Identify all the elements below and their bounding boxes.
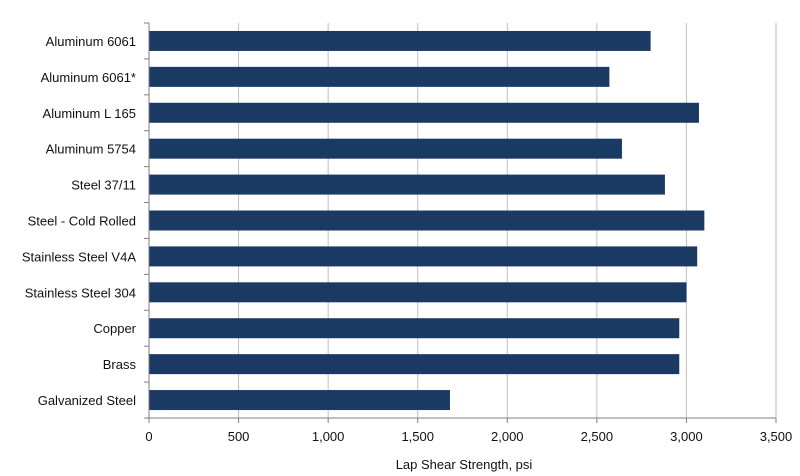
category-label: Stainless Steel 304: [25, 285, 136, 300]
category-label: Aluminum 6061*: [41, 70, 136, 85]
category-label: Aluminum 6061: [46, 34, 136, 49]
x-tick-label: 1,000: [312, 429, 345, 444]
axis-layer: [144, 22, 777, 423]
category-label: Steel 37/11: [71, 178, 136, 193]
bar-steel-37-11: [149, 174, 665, 195]
x-tick-label: 2,500: [581, 429, 614, 444]
x-tick-label: 3,000: [670, 429, 703, 444]
bar-steel-cold-rolled: [149, 210, 705, 231]
bar-stainless-steel-304: [149, 282, 687, 303]
bar-layer: [149, 30, 705, 411]
x-axis-title: Lap Shear Strength, psi: [396, 457, 533, 472]
x-tick-label: 2,000: [491, 429, 524, 444]
bar-galvanized-steel: [149, 390, 450, 411]
x-tick-label: 3,500: [760, 429, 793, 444]
bar-aluminum-6061: [149, 66, 610, 87]
bar-aluminum-6061: [149, 30, 651, 51]
bar-stainless-steel-v4a: [149, 246, 698, 267]
bar-aluminum-5754: [149, 138, 622, 159]
category-label: Stainless Steel V4A: [22, 249, 137, 264]
bar-copper: [149, 318, 680, 339]
bar-aluminum-l-165: [149, 102, 699, 123]
x-tick-label: 1,500: [401, 429, 434, 444]
bar-brass: [149, 354, 680, 375]
category-label: Aluminum 5754: [46, 142, 136, 157]
category-label: Galvanized Steel: [38, 393, 136, 408]
category-label: Copper: [93, 321, 136, 336]
x-tick-label: 0: [145, 429, 152, 444]
category-label: Aluminum L 165: [43, 106, 136, 121]
label-layer: Aluminum 6061 Aluminum 6061* Aluminum L 16…: [22, 34, 792, 444]
category-label: Brass: [103, 357, 137, 372]
x-tick-label: 500: [228, 429, 250, 444]
category-label: Steel - Cold Rolled: [28, 214, 136, 229]
